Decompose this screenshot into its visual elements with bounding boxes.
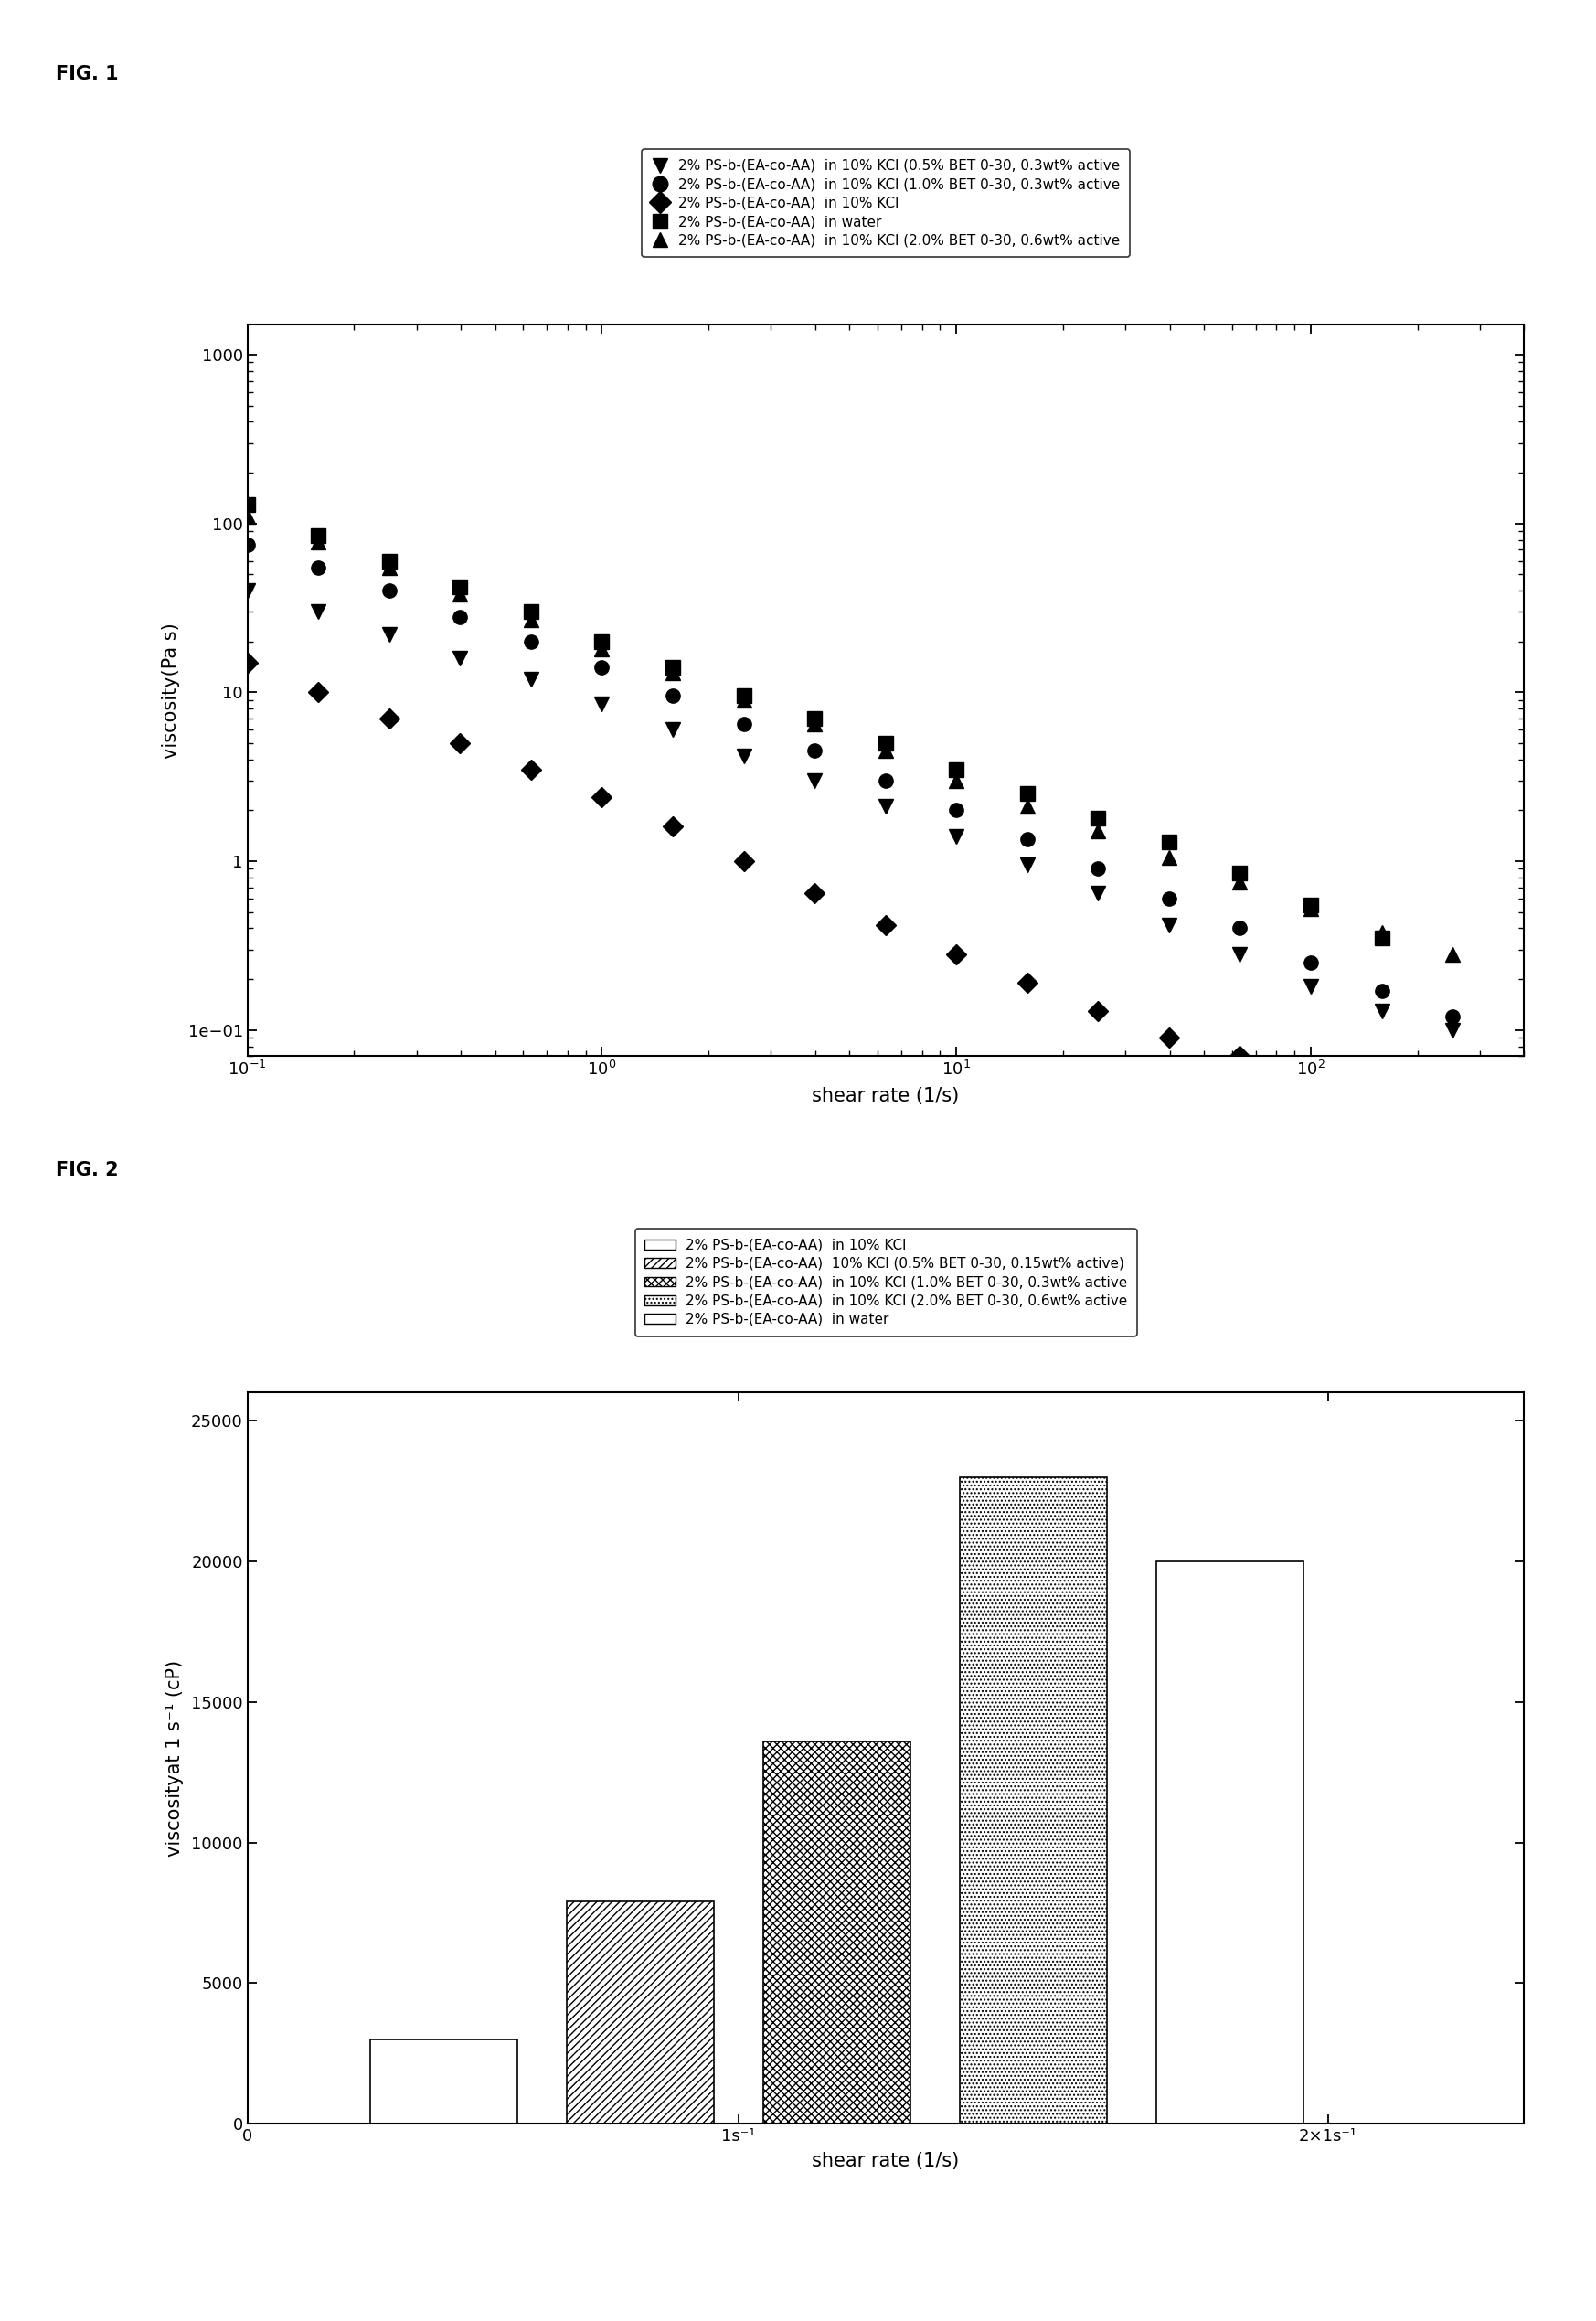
Y-axis label: viscosityat 1 s⁻¹ (cP): viscosityat 1 s⁻¹ (cP) bbox=[164, 1660, 184, 1857]
Y-axis label: viscosity(Pa s): viscosity(Pa s) bbox=[161, 622, 180, 759]
Text: FIG. 1: FIG. 1 bbox=[56, 65, 118, 84]
Bar bbox=[567, 1901, 713, 2124]
Legend: 2% PS-b-(EA-co-AA)  in 10% KCl, 2% PS-b-(EA-co-AA)  10% KCl (0.5% BET 0-30, 0.15: 2% PS-b-(EA-co-AA) in 10% KCl, 2% PS-b-(… bbox=[635, 1228, 1136, 1337]
Text: FIG. 2: FIG. 2 bbox=[56, 1160, 118, 1179]
Bar bbox=[370, 2040, 517, 2124]
Legend: 2% PS-b-(EA-co-AA)  in 10% KCl (0.5% BET 0-30, 0.3wt% active, 2% PS-b-(EA-co-AA): 2% PS-b-(EA-co-AA) in 10% KCl (0.5% BET … bbox=[642, 149, 1130, 258]
Bar bbox=[763, 1741, 910, 2124]
X-axis label: shear rate (1/s): shear rate (1/s) bbox=[812, 1086, 959, 1105]
Bar bbox=[959, 1476, 1106, 2124]
X-axis label: shear rate (1/s): shear rate (1/s) bbox=[812, 2152, 959, 2170]
Bar bbox=[1156, 1562, 1304, 2124]
